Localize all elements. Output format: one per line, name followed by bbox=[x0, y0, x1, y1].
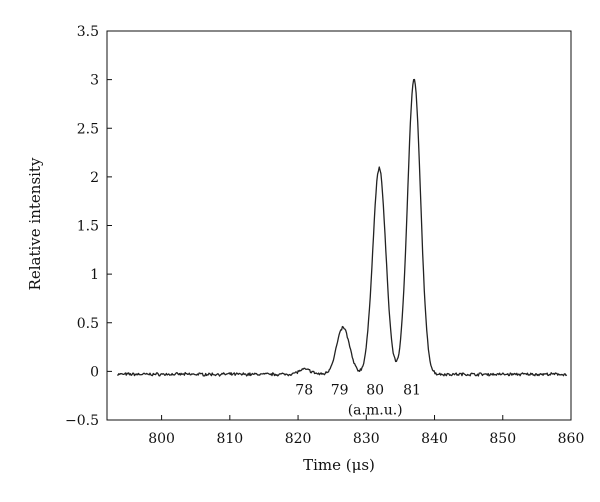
y-tick-label: 2.5 bbox=[77, 121, 99, 137]
y-tick-label: 1.5 bbox=[77, 219, 99, 235]
y-tick-label: 3.5 bbox=[77, 24, 99, 40]
y-tick-label: −0.5 bbox=[65, 413, 99, 429]
y-tick-label: 1 bbox=[90, 267, 99, 283]
series bbox=[117, 78, 568, 377]
plot-frame bbox=[106, 30, 572, 421]
x-tick-label: 800 bbox=[148, 431, 175, 447]
peak-label-80: 80 bbox=[366, 382, 384, 398]
x-tick-label: 810 bbox=[216, 431, 243, 447]
annotations: 78 79 80 81(a.m.u.) bbox=[295, 382, 421, 418]
y-tick-label: 2 bbox=[90, 170, 99, 186]
y-tick-label: 0.5 bbox=[77, 316, 99, 332]
x-tick-label: 850 bbox=[489, 431, 516, 447]
intensity-trace bbox=[117, 78, 568, 377]
x-tick-label: 820 bbox=[285, 431, 312, 447]
amu-annotation: (a.m.u.) bbox=[348, 402, 403, 418]
axes: 800 810 820 830 840 850 860 −0.5 0 0.5 1 1.5 2 2.5 3 3.… bbox=[65, 24, 584, 447]
peak-label-81: 81 bbox=[403, 382, 421, 398]
x-tick-label: 830 bbox=[353, 431, 380, 447]
x-axis-title: Time (μs) bbox=[303, 456, 375, 474]
peak-label-79: 79 bbox=[331, 382, 349, 398]
y-axis-title: Relative intensity bbox=[26, 157, 44, 290]
y-tick-label: 3 bbox=[90, 73, 99, 89]
y-tick-label: 0 bbox=[90, 364, 99, 380]
x-tick-label: 840 bbox=[421, 431, 448, 447]
peak-label-78: 78 bbox=[295, 382, 313, 398]
x-tick-label: 860 bbox=[558, 431, 585, 447]
